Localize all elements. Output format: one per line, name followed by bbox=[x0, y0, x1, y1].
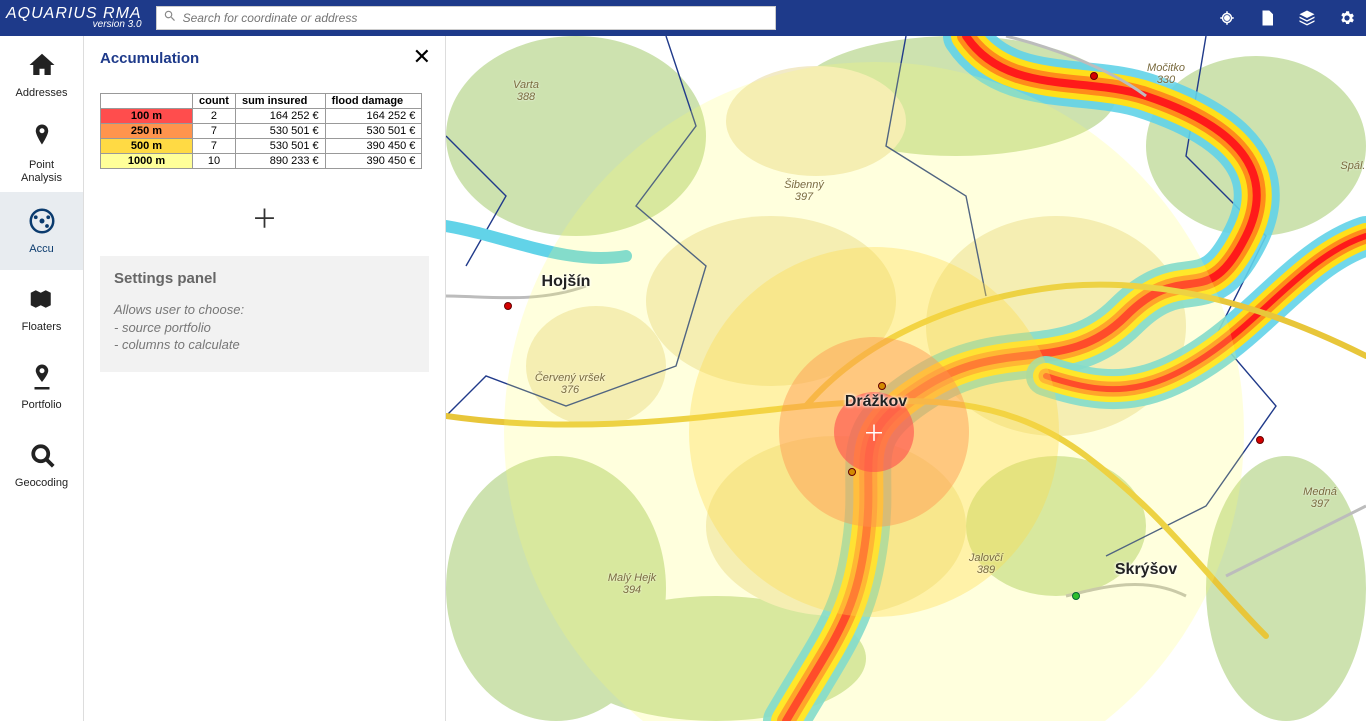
document-icon[interactable] bbox=[1258, 9, 1276, 27]
close-icon[interactable]: ✕ bbox=[413, 46, 431, 68]
settings-line: - columns to calculate bbox=[114, 337, 240, 352]
nav-label: PointAnalysis bbox=[21, 159, 62, 183]
settings-line: Allows user to choose: bbox=[114, 302, 244, 317]
add-button[interactable]: ＋ bbox=[100, 199, 429, 236]
basemap bbox=[446, 36, 1366, 721]
row-radius: 250 m bbox=[101, 124, 193, 139]
settings-line: - source portfolio bbox=[114, 320, 211, 335]
gear-icon[interactable] bbox=[1338, 9, 1356, 27]
accumulation-table: countsum insuredflood damage 100 m2164 2… bbox=[100, 93, 422, 169]
row-count: 7 bbox=[193, 124, 236, 139]
row-sum: 530 501 € bbox=[235, 139, 325, 154]
row-radius: 100 m bbox=[101, 109, 193, 124]
nav-rail: Addresses PointAnalysis Accu Floaters Portfo… bbox=[0, 36, 84, 721]
row-sum: 530 501 € bbox=[235, 124, 325, 139]
addresses-icon bbox=[27, 50, 57, 83]
row-count: 10 bbox=[193, 154, 236, 169]
top-icons bbox=[1218, 9, 1356, 27]
search-icon bbox=[163, 9, 177, 28]
settings-panel: Settings panel Allows user to choose: - … bbox=[100, 256, 429, 372]
row-count: 7 bbox=[193, 139, 236, 154]
row-radius: 500 m bbox=[101, 139, 193, 154]
table-header: count bbox=[193, 94, 236, 109]
table-header: flood damage bbox=[325, 94, 422, 109]
settings-title: Settings panel bbox=[114, 270, 415, 287]
nav-label: Accu bbox=[29, 243, 53, 255]
row-count: 2 bbox=[193, 109, 236, 124]
nav-item-accu[interactable]: Accu bbox=[0, 192, 83, 270]
row-damage: 164 252 € bbox=[325, 109, 422, 124]
nav-item-floaters[interactable]: Floaters bbox=[0, 270, 83, 348]
nav-item-addresses[interactable]: Addresses bbox=[0, 36, 83, 114]
table-row: 250 m7530 501 €530 501 € bbox=[101, 124, 422, 139]
search-input[interactable] bbox=[183, 11, 769, 25]
table-header: sum insured bbox=[235, 94, 325, 109]
nav-item-portfolio[interactable]: Portfolio bbox=[0, 348, 83, 426]
brand: AQUARIUS RMA version 3.0 bbox=[0, 6, 148, 30]
table-row: 100 m2164 252 €164 252 € bbox=[101, 109, 422, 124]
nav-label: Addresses bbox=[16, 87, 68, 99]
row-damage: 390 450 € bbox=[325, 139, 422, 154]
row-sum: 164 252 € bbox=[235, 109, 325, 124]
table-row: 500 m7530 501 €390 450 € bbox=[101, 139, 422, 154]
table-row: 1000 m10890 233 €390 450 € bbox=[101, 154, 422, 169]
map[interactable]: ＋HojšínDrážkovSkrýšovVarta388Červený vrš… bbox=[446, 36, 1366, 721]
nav-item-geocoding[interactable]: Geocoding bbox=[0, 426, 83, 504]
search-box[interactable] bbox=[156, 6, 776, 30]
locate-icon[interactable] bbox=[1218, 9, 1236, 27]
pointanalysis-icon bbox=[27, 122, 57, 155]
row-damage: 530 501 € bbox=[325, 124, 422, 139]
floaters-icon bbox=[27, 284, 57, 317]
portfolio-icon bbox=[27, 362, 57, 395]
table-header bbox=[101, 94, 193, 109]
geocoding-icon bbox=[27, 440, 57, 473]
row-radius: 1000 m bbox=[101, 154, 193, 169]
main: Addresses PointAnalysis Accu Floaters Portfo… bbox=[0, 36, 1366, 721]
accu-icon bbox=[27, 206, 57, 239]
layers-icon[interactable] bbox=[1298, 9, 1316, 27]
nav-label: Geocoding bbox=[15, 477, 68, 489]
row-sum: 890 233 € bbox=[235, 154, 325, 169]
panel-title: Accumulation bbox=[100, 50, 429, 67]
nav-label: Portfolio bbox=[21, 399, 61, 411]
accumulation-panel: Accumulation ✕ countsum insuredflood dam… bbox=[84, 36, 446, 721]
row-damage: 390 450 € bbox=[325, 154, 422, 169]
nav-item-pointanalysis[interactable]: PointAnalysis bbox=[0, 114, 83, 192]
nav-label: Floaters bbox=[22, 321, 62, 333]
topbar: AQUARIUS RMA version 3.0 bbox=[0, 0, 1366, 36]
